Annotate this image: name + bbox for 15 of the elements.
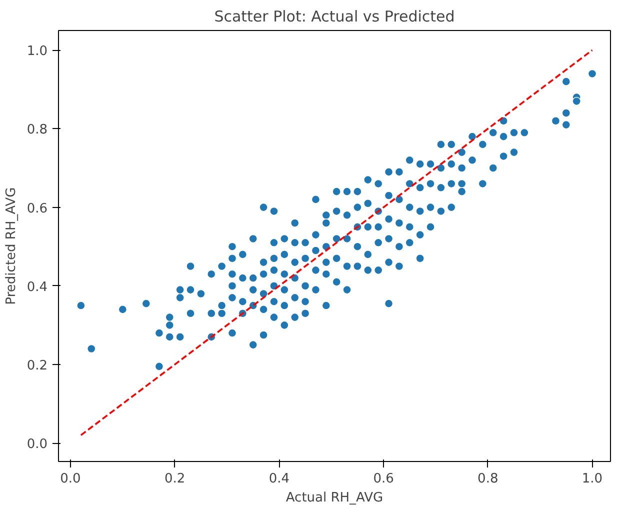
x-tick-label: 0.4 [268, 472, 290, 486]
y-tick-label: 0.4 [26, 280, 48, 295]
x-tick-label: 0.6 [373, 472, 394, 486]
x-tick-label: 0.8 [478, 472, 498, 486]
y-tick-label: 0.0 [26, 437, 48, 452]
x-tick-label: 1.0 [582, 472, 603, 486]
chart-title: Scatter Plot: Actual vs Predicted [214, 8, 455, 26]
x-axis-title: Actual RH_AVG [286, 490, 384, 506]
y-tick-label: 1.0 [26, 44, 48, 60]
x-tick-label: 0.0 [60, 472, 81, 486]
y-tick-label: 0.8 [26, 122, 48, 138]
y-axis-title: Predicted RH_AVG [4, 187, 19, 305]
y-tick-label: 0.2 [26, 358, 48, 374]
x-tick-label: 0.2 [164, 472, 186, 486]
y-tick-label: 0.6 [26, 201, 48, 216]
